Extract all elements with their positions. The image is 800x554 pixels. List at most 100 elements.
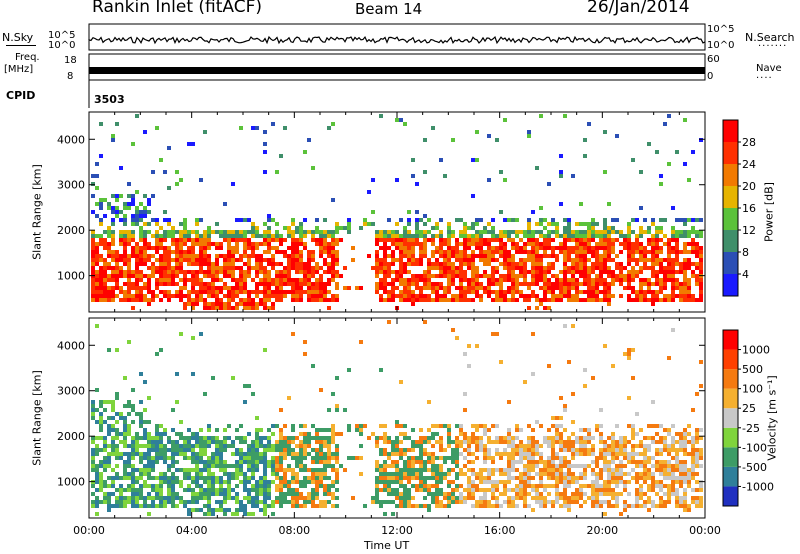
heatmap-cell <box>391 472 395 476</box>
heatmap-cell <box>167 274 171 278</box>
heatmap-cell <box>131 492 135 496</box>
heatmap-cell <box>463 262 467 266</box>
heatmap-cell <box>235 246 239 250</box>
heatmap-cell <box>223 464 227 468</box>
colorbar-swatch <box>723 466 738 487</box>
heatmap-cell <box>303 496 307 500</box>
heatmap-cell <box>215 500 219 504</box>
heatmap-cell <box>523 484 527 488</box>
heatmap-cell <box>295 230 299 234</box>
heatmap-cell <box>303 234 307 238</box>
heatmap-cell <box>563 428 567 432</box>
heatmap-cell <box>515 436 519 440</box>
heatmap-cell <box>687 234 691 238</box>
colorbar-swatch <box>723 388 738 409</box>
heatmap-cell <box>563 290 567 294</box>
heatmap-cell <box>127 182 131 186</box>
heatmap-cell <box>283 484 287 488</box>
heatmap-cell <box>159 246 163 250</box>
heatmap-cell <box>303 484 307 488</box>
heatmap-cell <box>227 238 231 242</box>
heatmap-cell <box>471 432 475 436</box>
heatmap-cell <box>599 452 603 456</box>
heatmap-cell <box>555 258 559 262</box>
heatmap-cell <box>203 504 207 508</box>
heatmap-cell <box>283 274 287 278</box>
heatmap-cell <box>379 464 383 468</box>
heatmap-cell <box>539 496 543 500</box>
heatmap-cell <box>515 262 519 266</box>
heatmap-cell <box>647 258 651 262</box>
heatmap-cell <box>639 428 643 432</box>
heatmap-cell <box>639 226 643 230</box>
heatmap-cell <box>635 412 639 416</box>
heatmap-cell <box>263 444 267 448</box>
heatmap-cell <box>559 282 563 286</box>
heatmap-cell <box>215 444 219 448</box>
heatmap-cell <box>271 302 275 306</box>
heatmap-cell <box>523 294 527 298</box>
noise-right-tick-bottom: 10^0 <box>707 40 735 51</box>
heatmap-cell <box>119 412 123 416</box>
heatmap-cell <box>483 444 487 448</box>
heatmap-cell <box>471 452 475 456</box>
heatmap-cell <box>591 234 595 238</box>
heatmap-cell <box>267 504 271 508</box>
heatmap-cell <box>475 344 479 348</box>
heatmap-cell <box>551 286 555 290</box>
heatmap-cell <box>323 262 327 266</box>
heatmap-cell <box>163 428 167 432</box>
heatmap-cell <box>611 460 615 464</box>
heatmap-cell <box>467 480 471 484</box>
heatmap-cell <box>659 246 663 250</box>
heatmap-cell <box>655 270 659 274</box>
heatmap-cell <box>559 432 563 436</box>
heatmap-cell <box>331 468 335 472</box>
heatmap-cell <box>311 500 315 504</box>
heatmap-cell <box>395 258 399 262</box>
heatmap-cell <box>607 234 611 238</box>
heatmap-cell <box>215 436 219 440</box>
heatmap-cell <box>275 278 279 282</box>
heatmap-cell <box>263 242 267 246</box>
heatmap-cell <box>127 500 131 504</box>
heatmap-cell <box>539 480 543 484</box>
heatmap-cell <box>523 258 527 262</box>
heatmap-cell <box>459 278 463 282</box>
heatmap-cell <box>583 246 587 250</box>
heatmap-cell <box>675 150 679 154</box>
heatmap-cell <box>491 270 495 274</box>
heatmap-cell <box>291 298 295 302</box>
heatmap-cell <box>203 270 207 274</box>
heatmap-cell <box>183 440 187 444</box>
heatmap-cell <box>631 428 635 432</box>
heatmap-cell <box>203 282 207 286</box>
heatmap-cell <box>163 282 167 286</box>
heatmap-cell <box>371 496 375 500</box>
heatmap-cell <box>323 218 327 222</box>
heatmap-cell <box>91 448 95 452</box>
heatmap-cell <box>487 500 491 504</box>
heatmap-cell <box>291 286 295 290</box>
heatmap-cell <box>527 286 531 290</box>
heatmap-cell <box>263 130 267 134</box>
heatmap-cell <box>307 138 311 142</box>
heatmap-cell <box>431 290 435 294</box>
heatmap-cell <box>423 464 427 468</box>
heatmap-cell <box>547 298 551 302</box>
heatmap-cell <box>231 376 235 380</box>
heatmap-cell <box>627 254 631 258</box>
heatmap-cell <box>115 348 119 352</box>
heatmap-cell <box>459 496 463 500</box>
heatmap-cell <box>611 258 615 262</box>
heatmap-cell <box>271 246 275 250</box>
heatmap-cell <box>607 464 611 468</box>
heatmap-cell <box>219 464 223 468</box>
heatmap-cell <box>319 472 323 476</box>
heatmap-cell <box>299 468 303 472</box>
heatmap-cell <box>175 246 179 250</box>
heatmap-cell <box>219 270 223 274</box>
heatmap-cell <box>695 274 699 278</box>
heatmap-cell <box>627 226 631 230</box>
heatmap-cell <box>403 472 407 476</box>
